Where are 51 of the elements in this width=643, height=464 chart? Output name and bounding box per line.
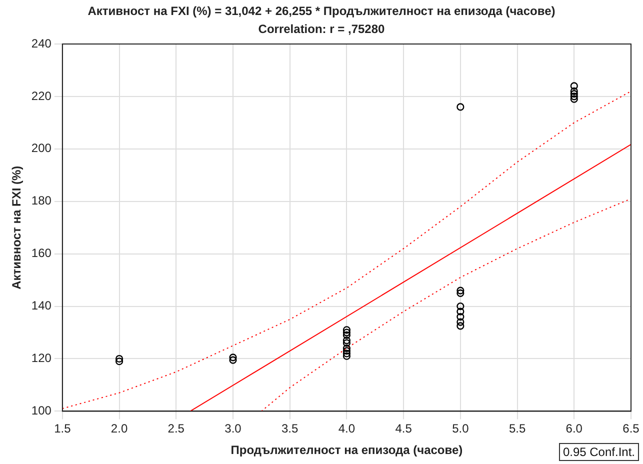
y-tick-label: 240 bbox=[31, 36, 52, 50]
point bbox=[456, 103, 464, 111]
point bbox=[342, 331, 351, 339]
x-tick-label: 3.5 bbox=[282, 422, 299, 436]
point bbox=[229, 354, 237, 362]
x-tick-label: 1.5 bbox=[54, 422, 72, 436]
point bbox=[342, 350, 351, 358]
point bbox=[456, 302, 464, 310]
point bbox=[570, 87, 578, 96]
y-tick-label: 200 bbox=[31, 141, 52, 156]
x-tick-label: 6.5 bbox=[622, 422, 640, 436]
point bbox=[570, 92, 578, 100]
point bbox=[115, 354, 124, 363]
y-tick-label: 220 bbox=[31, 88, 52, 103]
y-axis-title: Активност на FXI (%) bbox=[10, 166, 24, 290]
point bbox=[342, 352, 351, 360]
x-tick-label: 2.0 bbox=[110, 422, 128, 436]
point bbox=[570, 90, 578, 98]
text: 0.95 Conf.Int. bbox=[558, 443, 639, 461]
point bbox=[115, 358, 124, 366]
x-tick-label: 4.5 bbox=[395, 422, 412, 436]
point bbox=[342, 339, 351, 347]
y-tick-label: 140 bbox=[31, 298, 52, 313]
point bbox=[570, 82, 578, 90]
x-tick-label: 3.0 bbox=[224, 422, 242, 436]
point bbox=[456, 322, 464, 330]
point bbox=[456, 308, 464, 316]
point bbox=[456, 312, 464, 321]
point bbox=[456, 289, 464, 297]
point bbox=[342, 344, 351, 352]
point bbox=[456, 318, 464, 326]
y-tick-label: 180 bbox=[31, 194, 52, 208]
chart-title: Активност на FXI (%) = 31,042 + 26,255 * Продължителност на епизода (часове) bbox=[86, 4, 556, 18]
y-tick-label: 120 bbox=[31, 351, 52, 366]
point bbox=[342, 326, 351, 334]
chart-subtitle: Correlation: r = ,75280 bbox=[257, 22, 386, 36]
x-axis-title: Продължителност на епизода (часове) bbox=[230, 443, 463, 458]
x-tick-label: 2.5 bbox=[168, 422, 185, 436]
x-tick-label: 5.0 bbox=[452, 422, 470, 436]
y-tick-label: 100 bbox=[31, 404, 52, 418]
point bbox=[342, 336, 351, 344]
x-tick-label: 5.5 bbox=[508, 422, 526, 436]
x-tick-label: 6.0 bbox=[566, 422, 583, 436]
y-tick-label: 160 bbox=[31, 246, 52, 260]
point bbox=[342, 347, 351, 355]
point bbox=[342, 328, 351, 336]
point bbox=[570, 95, 578, 103]
x-tick-label: 4.0 bbox=[338, 422, 356, 436]
line-series bbox=[260, 198, 631, 412]
point bbox=[456, 286, 464, 294]
point bbox=[229, 356, 237, 364]
